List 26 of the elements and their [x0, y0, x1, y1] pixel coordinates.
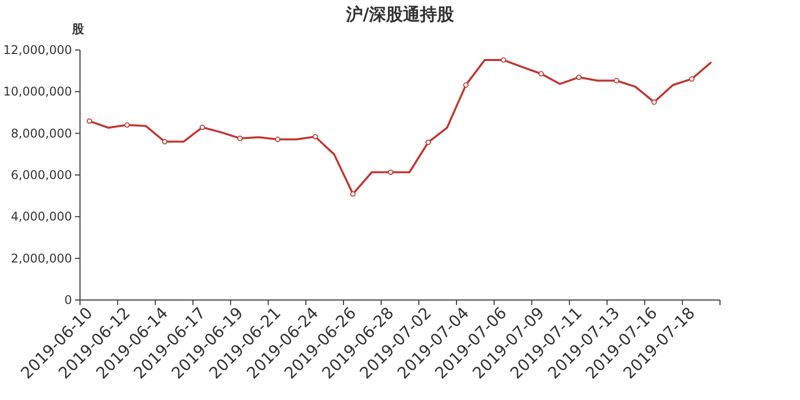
point — [463, 82, 469, 88]
point — [426, 140, 431, 145]
point — [689, 76, 694, 82]
point — [614, 78, 620, 84]
point — [124, 122, 130, 128]
y-tick-label: 6,000,000 — [10, 168, 72, 182]
point — [274, 136, 280, 142]
point — [350, 191, 356, 197]
point — [237, 136, 243, 142]
y-tick-label: 4,000,000 — [10, 210, 72, 224]
y-tick-label: 12,000,000 — [3, 43, 72, 57]
y-tick-label: 10,000,000 — [3, 84, 72, 99]
chart-title: 沪/深股通持股 — [344, 5, 456, 25]
y-tick-label: 2,000,000 — [10, 251, 72, 266]
y-tick-label: 8,000,000 — [10, 126, 72, 140]
point — [538, 71, 544, 76]
y-axis-title: 股 — [71, 22, 85, 36]
point — [312, 134, 318, 140]
point — [651, 99, 657, 105]
point — [86, 118, 92, 124]
point — [576, 74, 582, 80]
y-tick-label: 0 — [64, 293, 72, 307]
point — [200, 124, 206, 130]
point — [388, 170, 394, 175]
point — [162, 138, 168, 144]
point — [500, 57, 506, 63]
